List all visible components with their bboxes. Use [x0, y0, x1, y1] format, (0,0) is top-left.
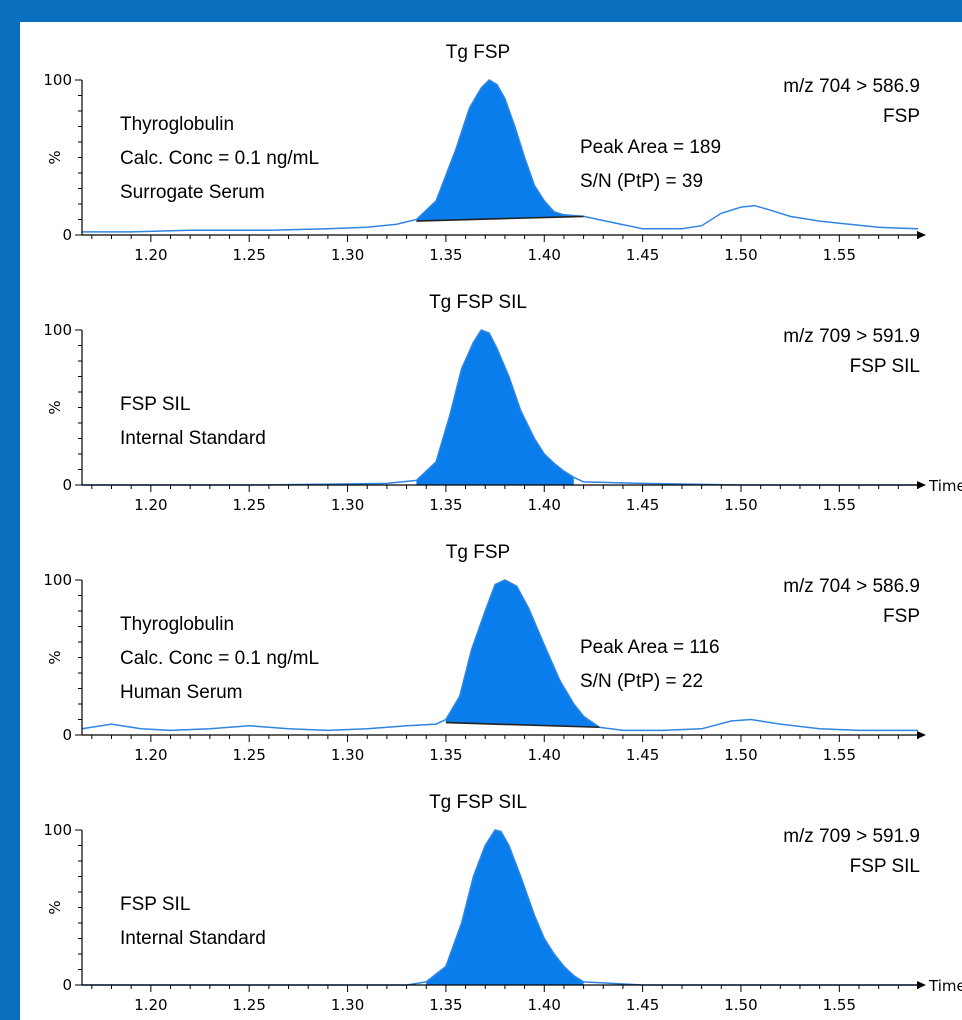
chromatogram-panel: 100 0% 1.20 1.25 1.30 1.35 1.40 1.45 1.50 1.55 Tim…: [43, 792, 962, 1014]
peak-area: [445, 580, 600, 728]
sample-annotation: Human Serum: [120, 682, 243, 703]
chromatogram-trace: [82, 829, 918, 986]
x-tick-label: 1.40: [528, 996, 561, 1014]
x-tick-label: 1.40: [528, 246, 561, 264]
transition-label: m/z 704 > 586.9: [783, 576, 920, 597]
x-tick-label: 1.30: [331, 246, 364, 264]
y-tick-label: 100: [43, 821, 72, 839]
sample-annotation: Internal Standard: [120, 928, 266, 949]
peak-annotation: S/N (PtP) = 39: [580, 171, 703, 192]
chromatogram-trace: [82, 79, 919, 233]
chromatogram-panel: 100 0% 1.20 1.25 1.30 1.35 1.40 1.45 1.50 1.55 Tg …: [43, 42, 926, 264]
x-axis-arrow: [917, 231, 926, 239]
x-tick-label: 1.40: [528, 496, 561, 514]
x-tick-label: 1.45: [626, 746, 659, 764]
x-tick-label: 1.45: [626, 246, 659, 264]
y-tick-label: 0: [62, 476, 72, 494]
panel-title: Tg FSP: [446, 42, 510, 63]
y-tick-label: 0: [62, 726, 72, 744]
x-axis-label: Time: [928, 977, 962, 995]
integration-baseline: [416, 215, 584, 222]
transition-label: m/z 709 > 591.9: [783, 326, 920, 347]
chromatogram-trace: [82, 329, 918, 486]
x-tick-label: 1.35: [429, 996, 462, 1014]
y-tick-label: 100: [43, 571, 72, 589]
peak-area: [426, 830, 584, 985]
peak-area: [416, 330, 574, 485]
x-tick-label: 1.55: [823, 496, 856, 514]
peak-area: [416, 80, 584, 222]
chromatogram-stack: 100 0% 1.20 1.25 1.30 1.35 1.40 1.45 1.50 1.55 Tg …: [43, 42, 962, 1014]
x-tick-label: 1.25: [232, 496, 265, 514]
peak-annotation: Peak Area = 116: [580, 637, 720, 658]
x-tick-label: 1.25: [232, 746, 265, 764]
transition-name: FSP: [883, 106, 920, 127]
x-tick-label: 1.50: [724, 746, 757, 764]
x-tick-label: 1.25: [232, 996, 265, 1014]
transition-name: FSP SIL: [850, 856, 920, 877]
panel-title: Tg FSP SIL: [429, 792, 527, 813]
sample-annotation: Calc. Conc = 0.1 ng/mL: [120, 648, 319, 669]
x-axis-label: Time: [928, 477, 962, 495]
y-axis-label: %: [46, 150, 64, 164]
x-tick-label: 1.35: [429, 496, 462, 514]
y-axis-label: %: [46, 650, 64, 664]
sample-annotation: Internal Standard: [120, 428, 266, 449]
x-axis-arrow: [917, 981, 926, 989]
sample-annotation: Surrogate Serum: [120, 182, 265, 203]
x-tick-label: 1.25: [232, 246, 265, 264]
x-tick-label: 1.30: [331, 746, 364, 764]
x-axis-arrow: [917, 731, 926, 739]
x-tick-label: 1.30: [331, 996, 364, 1014]
y-tick-label: 0: [62, 976, 72, 994]
chromatogram-panel: 100 0% 1.20 1.25 1.30 1.35 1.40 1.45 1.50 1.55 Tim…: [43, 292, 962, 514]
y-tick-label: 100: [43, 71, 72, 89]
x-tick-label: 1.20: [134, 246, 167, 264]
x-tick-label: 1.20: [134, 996, 167, 1014]
x-tick-label: 1.55: [823, 746, 856, 764]
transition-label: m/z 709 > 591.9: [783, 826, 920, 847]
x-tick-label: 1.55: [823, 246, 856, 264]
sample-annotation: FSP SIL: [120, 894, 190, 915]
y-axis-label: %: [46, 400, 64, 414]
transition-name: FSP: [883, 606, 920, 627]
x-tick-label: 1.55: [823, 996, 856, 1014]
transition-name: FSP SIL: [850, 356, 920, 377]
sample-annotation: Thyroglobulin: [120, 114, 234, 135]
y-tick-label: 0: [62, 226, 72, 244]
sample-annotation: FSP SIL: [120, 394, 190, 415]
panel-title: Tg FSP SIL: [429, 292, 527, 313]
x-tick-label: 1.50: [724, 996, 757, 1014]
x-tick-label: 1.40: [528, 746, 561, 764]
x-tick-label: 1.35: [429, 746, 462, 764]
x-tick-label: 1.50: [724, 496, 757, 514]
chromatogram-trace: [81, 579, 918, 732]
transition-label: m/z 704 > 586.9: [783, 76, 920, 97]
chromatogram-panel: 100 0% 1.20 1.25 1.30 1.35 1.40 1.45 1.50 1.55 Tg …: [43, 542, 926, 764]
x-tick-label: 1.20: [134, 496, 167, 514]
x-axis-arrow: [917, 481, 926, 489]
x-tick-label: 1.35: [429, 246, 462, 264]
chromatogram-figure: 100 0% 1.20 1.25 1.30 1.35 1.40 1.45 1.50 1.55 Tg …: [20, 22, 962, 1020]
y-axis-label: %: [46, 900, 64, 914]
sample-annotation: Thyroglobulin: [120, 614, 234, 635]
x-tick-label: 1.20: [134, 746, 167, 764]
x-tick-label: 1.45: [626, 496, 659, 514]
x-tick-label: 1.30: [331, 496, 364, 514]
sample-annotation: Calc. Conc = 0.1 ng/mL: [120, 148, 319, 169]
peak-annotation: Peak Area = 189: [580, 137, 721, 158]
peak-annotation: S/N (PtP) = 22: [580, 671, 703, 692]
x-tick-label: 1.50: [724, 246, 757, 264]
panel-title: Tg FSP: [446, 542, 510, 563]
integration-baseline: [445, 721, 600, 729]
y-tick-label: 100: [43, 321, 72, 339]
x-tick-label: 1.45: [626, 996, 659, 1014]
